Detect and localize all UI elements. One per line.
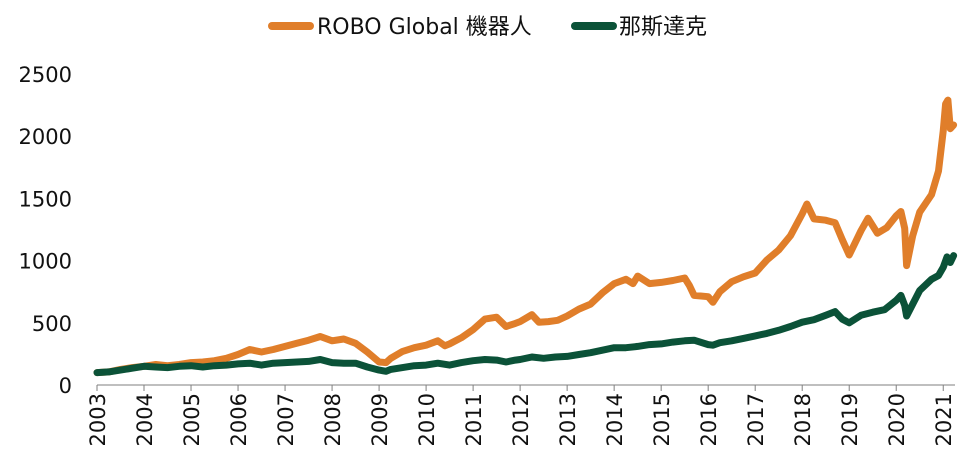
legend-label-1: ROBO Global 機器人 bbox=[317, 15, 532, 40]
x-tick-label: 2015 bbox=[650, 393, 674, 446]
x-tick-label: 2008 bbox=[321, 393, 345, 446]
y-tick-label: 2000 bbox=[19, 125, 72, 149]
y-axis: 0 500 1000 1500 2000 2500 bbox=[19, 63, 72, 398]
x-tick-label: 2016 bbox=[697, 393, 721, 446]
series-line-2 bbox=[93, 252, 958, 377]
x-tick-label: 2019 bbox=[838, 393, 862, 446]
legend-label-2: 那斯達克 bbox=[619, 15, 707, 40]
x-tick-label: 2007 bbox=[274, 393, 298, 446]
y-tick-label: 2500 bbox=[19, 63, 72, 87]
y-tick-label: 0 bbox=[59, 374, 72, 398]
x-tick-label: 2009 bbox=[368, 393, 392, 446]
x-tick-label: 2010 bbox=[415, 393, 439, 446]
series-layer bbox=[93, 96, 958, 377]
x-tick-label: 2004 bbox=[133, 393, 157, 446]
y-tick-label: 1500 bbox=[19, 187, 72, 211]
x-tick-label: 2017 bbox=[744, 393, 768, 446]
x-tick-label: 2013 bbox=[556, 393, 580, 446]
legend: ROBO Global 機器人 那斯達克 bbox=[268, 15, 707, 40]
x-tick-label: 2006 bbox=[227, 393, 251, 446]
x-tick-label: 2018 bbox=[791, 393, 815, 446]
x-tick-label: 2003 bbox=[86, 393, 110, 446]
series-line-1 bbox=[93, 96, 958, 377]
x-tick-label: 2021 bbox=[932, 393, 956, 446]
y-tick-label: 1000 bbox=[19, 250, 72, 274]
y-tick-label: 500 bbox=[32, 312, 72, 336]
x-tick-label: 2020 bbox=[885, 393, 909, 446]
x-axis: 2003 2004 2005 2006 2007 2008 2009 2010 2011 2012… bbox=[86, 384, 956, 446]
x-tick-label: 2005 bbox=[180, 393, 204, 446]
x-tick-label: 2014 bbox=[603, 393, 627, 446]
x-tick-label: 2012 bbox=[509, 393, 533, 446]
x-tick-label: 2011 bbox=[462, 393, 486, 446]
